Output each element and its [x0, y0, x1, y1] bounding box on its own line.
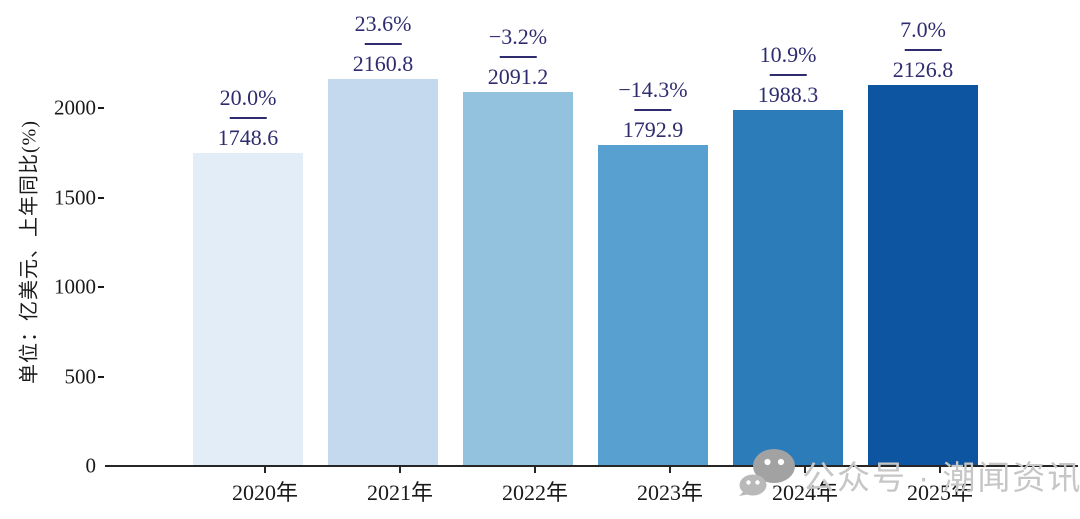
- y-tick-label: 1500: [54, 185, 96, 210]
- x-tick-mark: [804, 467, 806, 473]
- bar-group-2020: 20.0% 1748.6: [193, 87, 303, 466]
- y-tick-mark: [98, 286, 104, 288]
- growth-pct-label: −3.2%: [488, 24, 548, 49]
- x-axis-line: [105, 465, 1078, 467]
- label-divider: [904, 49, 942, 51]
- growth-pct-label: 10.9%: [759, 42, 817, 67]
- x-tick-label-2021: 2021年: [366, 480, 434, 505]
- x-tick-label-2023: 2023年: [636, 480, 704, 505]
- bar-group-2024: 10.9% 1988.3: [733, 44, 843, 466]
- growth-pct-label: 23.6%: [354, 11, 412, 36]
- bar-2023: [598, 145, 708, 466]
- bar-group-2023: −14.3% 1792.9: [598, 79, 708, 466]
- bar-2025: [868, 85, 978, 466]
- bar-2020: [193, 153, 303, 466]
- bar-group-2022: −3.2% 2091.2: [463, 26, 573, 466]
- bar-value-label: 1748.6: [217, 125, 279, 150]
- bar-annotation: 20.0% 1748.6: [218, 87, 279, 149]
- bar-group-2025: 7.0% 2126.8: [868, 19, 978, 466]
- bar-annotation: 23.6% 2160.8: [353, 13, 414, 75]
- y-axis-title: 单位：亿美元、上年同比(%): [18, 120, 41, 384]
- growth-pct-label: 7.0%: [900, 17, 946, 42]
- x-tick-mark: [939, 467, 941, 473]
- bar-value-label: 1988.3: [757, 82, 819, 107]
- y-tick-label: 2000: [54, 95, 96, 120]
- label-divider: [769, 74, 807, 76]
- label-divider: [499, 56, 537, 58]
- label-divider: [229, 117, 267, 119]
- bar-value-label: 1792.9: [622, 117, 684, 142]
- x-tick-label-2022: 2022年: [501, 480, 569, 505]
- bar-annotation: 10.9% 1988.3: [758, 44, 819, 106]
- x-tick-mark: [399, 467, 401, 473]
- y-tick-mark: [98, 107, 104, 109]
- bar-value-label: 2160.8: [352, 51, 414, 76]
- bar-2022: [463, 92, 573, 466]
- x-tick-mark: [669, 467, 671, 473]
- y-tick-mark: [98, 376, 104, 378]
- bar-value-label: 2091.2: [487, 64, 549, 89]
- x-tick-label-2024: 2024年: [771, 480, 839, 505]
- x-tick-label-2025: 2025年: [906, 480, 974, 505]
- x-tick-label-2020: 2020年: [231, 480, 299, 505]
- bar-group-2021: 23.6% 2160.8: [328, 13, 438, 466]
- bar-annotation: 7.0% 2126.8: [893, 19, 954, 81]
- y-tick-label: 1000: [54, 274, 96, 299]
- x-tick-mark: [534, 467, 536, 473]
- label-divider: [364, 43, 402, 45]
- growth-pct-label: −14.3%: [618, 77, 688, 102]
- bar-annotation: −3.2% 2091.2: [488, 26, 549, 88]
- y-tick-mark: [98, 197, 104, 199]
- x-tick-mark: [264, 467, 266, 473]
- bar-value-label: 2126.8: [892, 57, 954, 82]
- growth-pct-label: 20.0%: [219, 85, 277, 110]
- label-divider: [634, 109, 672, 111]
- bar-2021: [328, 79, 438, 466]
- bar-annotation: −14.3% 1792.9: [618, 79, 687, 141]
- y-tick-label: 0: [85, 453, 97, 478]
- bar-2024: [733, 110, 843, 466]
- y-tick-label: 500: [64, 364, 97, 389]
